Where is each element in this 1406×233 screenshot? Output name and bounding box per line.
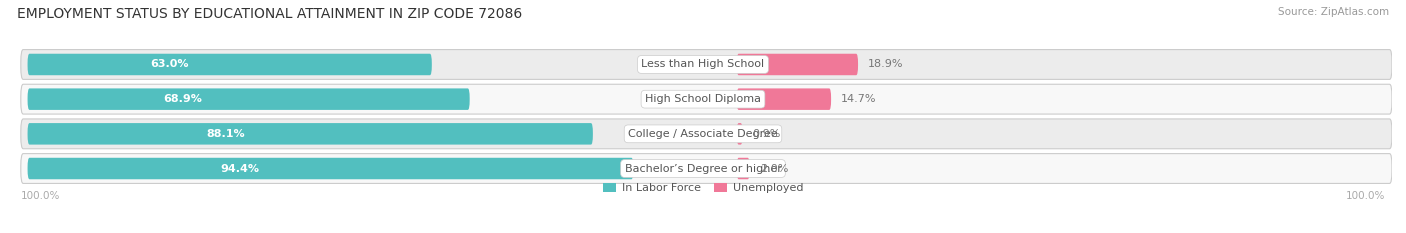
FancyBboxPatch shape [737, 54, 858, 75]
Legend: In Labor Force, Unemployed: In Labor Force, Unemployed [598, 178, 808, 197]
Text: 14.7%: 14.7% [841, 94, 877, 104]
FancyBboxPatch shape [737, 158, 749, 179]
Text: 68.9%: 68.9% [163, 94, 201, 104]
Text: 0.9%: 0.9% [752, 129, 782, 139]
Text: 100.0%: 100.0% [21, 191, 60, 201]
Text: 100.0%: 100.0% [1346, 191, 1385, 201]
Text: 2.0%: 2.0% [759, 164, 789, 174]
Text: EMPLOYMENT STATUS BY EDUCATIONAL ATTAINMENT IN ZIP CODE 72086: EMPLOYMENT STATUS BY EDUCATIONAL ATTAINM… [17, 7, 522, 21]
FancyBboxPatch shape [21, 154, 1392, 183]
FancyBboxPatch shape [737, 88, 831, 110]
FancyBboxPatch shape [28, 123, 593, 145]
FancyBboxPatch shape [21, 119, 1392, 149]
Text: Bachelor’s Degree or higher: Bachelor’s Degree or higher [624, 164, 782, 174]
FancyBboxPatch shape [21, 84, 1392, 114]
Text: 63.0%: 63.0% [150, 59, 188, 69]
FancyBboxPatch shape [28, 54, 432, 75]
Text: Source: ZipAtlas.com: Source: ZipAtlas.com [1278, 7, 1389, 17]
FancyBboxPatch shape [28, 88, 470, 110]
Text: College / Associate Degree: College / Associate Degree [628, 129, 778, 139]
Text: Less than High School: Less than High School [641, 59, 765, 69]
FancyBboxPatch shape [28, 158, 633, 179]
Text: 94.4%: 94.4% [221, 164, 259, 174]
Text: 88.1%: 88.1% [207, 129, 245, 139]
Text: 18.9%: 18.9% [868, 59, 904, 69]
FancyBboxPatch shape [21, 50, 1392, 79]
FancyBboxPatch shape [737, 123, 742, 145]
Text: High School Diploma: High School Diploma [645, 94, 761, 104]
